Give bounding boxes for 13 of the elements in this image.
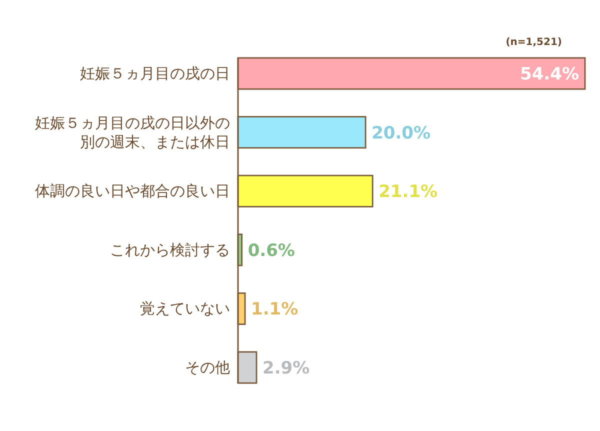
data-label: 20.0% (372, 123, 431, 144)
y-tick-label: 体調の良い日や都合の良い日 (35, 182, 230, 200)
y-tick-label: 妊娠５ヵ月目の戌の日 (80, 64, 230, 82)
y-tick-label: その他 (185, 358, 230, 376)
data-label: 1.1% (251, 300, 298, 320)
data-label: 2.9% (262, 358, 310, 378)
y-tick-label: これから検討する (110, 240, 230, 259)
data-label: 21.1% (378, 182, 438, 202)
text: (n=1,521) (506, 37, 562, 48)
data-label: 0.6% (248, 240, 295, 261)
data-label: 54.4% (520, 64, 579, 84)
y-tick-label: 妊娠５ヵ月目の戌の日以外の別の週末、または休日 (35, 114, 230, 151)
y-tick-label: 覚えていない (140, 300, 230, 318)
